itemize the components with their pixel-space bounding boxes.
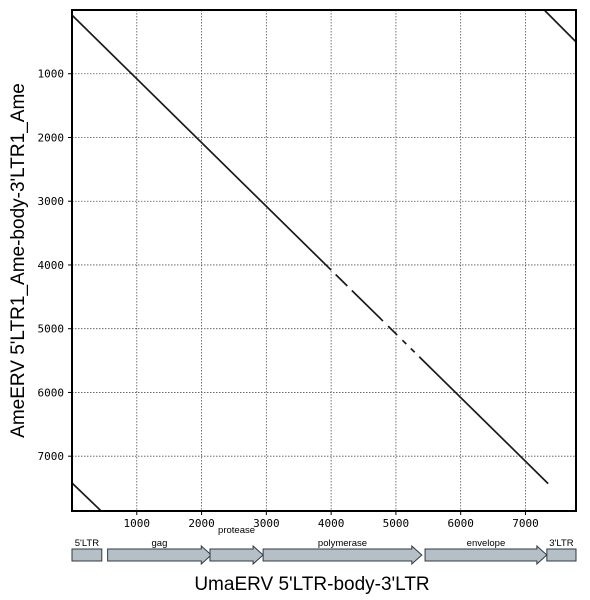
gene-gag-label: gag bbox=[152, 538, 168, 549]
axis-ticks: 1000 2000 3000 4000 5000 6000 7000 1000 2000 3000… bbox=[38, 68, 539, 530]
gene-envelope-arrow bbox=[424, 544, 548, 566]
gene-protease-arrow bbox=[209, 544, 264, 566]
alignment-segment bbox=[410, 347, 416, 353]
genome-map: 5'LTR gag protease polymerase envelope 3'LTR bbox=[71, 525, 577, 566]
gene-polymerase-arrow bbox=[262, 544, 423, 566]
y-axis-title: AmeERV 5'LTR1_Ame-body-3'LTR1_Ame bbox=[8, 83, 29, 438]
alignment-segment bbox=[351, 289, 384, 322]
alignment-segment bbox=[418, 356, 549, 485]
alignment-segment bbox=[543, 9, 577, 43]
x-tick-label: 1000 bbox=[124, 517, 151, 530]
plot-frame bbox=[71, 9, 577, 512]
gene-3-ltr-box bbox=[546, 548, 577, 562]
x-tick-label: 2000 bbox=[188, 517, 215, 530]
gene-envelope-label: envelope bbox=[467, 538, 506, 549]
y-tick-label: 2000 bbox=[38, 131, 65, 144]
grid bbox=[72, 10, 576, 511]
y-tick-label: 4000 bbox=[38, 259, 65, 272]
y-tick-label: 6000 bbox=[38, 386, 65, 399]
gene-polymerase-label: polymerase bbox=[318, 538, 367, 549]
x-tick-label: 6000 bbox=[447, 517, 474, 530]
gene-gag-arrow bbox=[107, 544, 213, 566]
y-tick-label: 3000 bbox=[38, 195, 65, 208]
alignment-segment bbox=[387, 325, 398, 336]
y-tick-label: 5000 bbox=[38, 323, 65, 336]
alignment-segment bbox=[71, 14, 332, 271]
y-tick-label: 7000 bbox=[38, 450, 65, 463]
x-tick-label: 7000 bbox=[512, 517, 539, 530]
x-tick-label: 4000 bbox=[318, 517, 345, 530]
alignment-segment bbox=[335, 273, 348, 287]
y-tick-label: 1000 bbox=[38, 68, 65, 81]
alignment-segment bbox=[71, 482, 102, 512]
gene-5-ltr-label: 5'LTR bbox=[75, 538, 99, 549]
x-axis-title: UmaERV 5'LTR-body-3'LTR bbox=[194, 574, 429, 595]
gene-5-ltr-box bbox=[71, 548, 103, 562]
x-tick-label: 3000 bbox=[253, 517, 280, 530]
alignment-segment bbox=[401, 339, 407, 345]
gene-protease-label: protease bbox=[218, 525, 255, 536]
x-tick-label: 5000 bbox=[383, 517, 410, 530]
gene-3-ltr-label: 3'LTR bbox=[549, 538, 573, 549]
alignment-segments bbox=[71, 9, 577, 512]
